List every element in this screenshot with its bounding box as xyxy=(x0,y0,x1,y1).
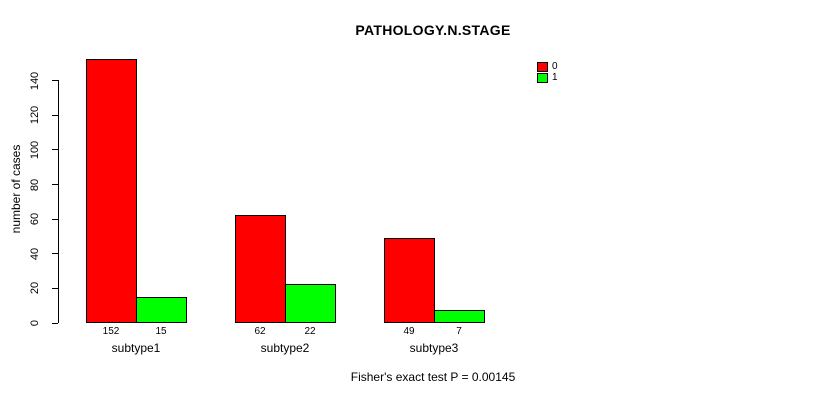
bar-subtype1-series-1 xyxy=(136,296,187,324)
y-axis-tick xyxy=(52,322,58,324)
y-axis-tick xyxy=(52,253,58,255)
bar-subtype3-series-1 xyxy=(434,310,485,324)
y-tick-label: 120 xyxy=(29,106,41,125)
legend-item: 0 xyxy=(537,62,558,72)
y-axis-tick xyxy=(52,114,58,116)
bar-subtype1-series-0 xyxy=(86,59,137,324)
legend-item: 1 xyxy=(537,73,558,83)
y-axis-tick xyxy=(52,287,58,289)
bar-value-label-subtype3-series-0: 49 xyxy=(403,326,415,337)
category-label-subtype1: subtype1 xyxy=(111,341,161,355)
y-tick-label: 100 xyxy=(29,140,41,160)
y-axis-tick xyxy=(52,149,58,151)
y-axis-label: number of cases xyxy=(9,144,23,234)
legend-swatch xyxy=(537,73,548,83)
y-axis-tick xyxy=(52,184,58,186)
chart-title: PATHOLOGY.N.STAGE xyxy=(355,22,511,38)
y-tick-label: 140 xyxy=(29,71,41,90)
legend-swatch xyxy=(537,62,548,72)
y-axis-line xyxy=(58,80,59,324)
y-tick-label: 60 xyxy=(29,213,41,226)
bar-subtype2-series-0 xyxy=(235,215,286,324)
y-tick-label: 20 xyxy=(29,282,41,295)
y-axis-tick xyxy=(52,218,58,220)
bar-value-label-subtype1-series-0: 152 xyxy=(102,326,120,337)
bar-value-label-subtype2-series-0: 62 xyxy=(254,326,266,337)
y-tick-label: 40 xyxy=(29,247,41,260)
bar-value-label-subtype3-series-1: 7 xyxy=(456,326,462,337)
y-tick-label: 0 xyxy=(29,319,41,327)
footnote-fisher-test: Fisher's exact test P = 0.00145 xyxy=(350,370,516,384)
bar-value-label-subtype2-series-1: 22 xyxy=(304,326,316,337)
y-axis-tick xyxy=(52,80,58,82)
y-tick-label: 80 xyxy=(29,178,41,191)
legend-item-label: 1 xyxy=(552,72,558,83)
legend-item-label: 0 xyxy=(552,61,558,72)
bar-subtype3-series-0 xyxy=(384,237,435,324)
category-label-subtype2: subtype2 xyxy=(260,341,310,355)
bar-value-label-subtype1-series-1: 15 xyxy=(155,326,167,337)
category-label-subtype3: subtype3 xyxy=(409,341,459,355)
bar-subtype2-series-1 xyxy=(285,284,336,324)
